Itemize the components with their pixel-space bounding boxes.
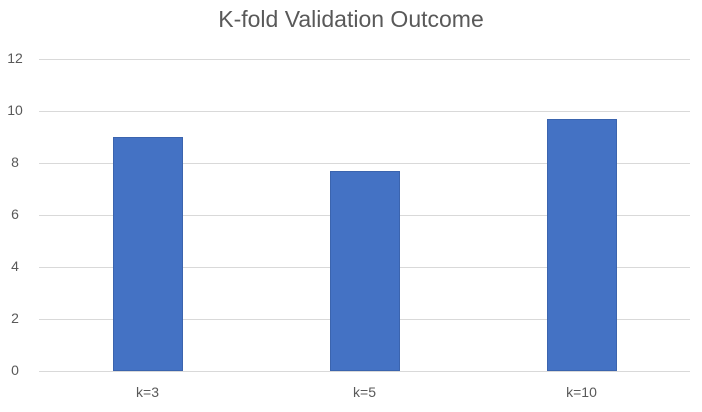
x-axis-line [39,371,690,372]
bar-k=5 [329,170,400,371]
y-tick-label: 4 [11,258,19,274]
y-tick-label: 6 [11,206,19,222]
y-tick-label: 2 [11,310,19,326]
bar-k=3 [112,137,183,371]
chart-title: K-fold Validation Outcome [218,6,484,32]
plot-area [39,59,690,372]
x-tick-label: k=10 [566,384,597,400]
gridline [39,111,690,112]
x-axis-labels: k=3 k=5 k=10 [39,384,690,404]
y-tick-label: 8 [11,154,19,170]
bars [39,59,690,371]
x-tick-label: k=3 [136,384,159,400]
y-tick-label: 0 [11,362,19,378]
gridline [39,163,690,164]
y-tick-label: 12 [7,50,23,66]
gridline [39,59,690,60]
x-tick-label: k=5 [353,384,376,400]
y-tick-label: 10 [7,102,23,118]
bar-k=10 [546,118,617,371]
